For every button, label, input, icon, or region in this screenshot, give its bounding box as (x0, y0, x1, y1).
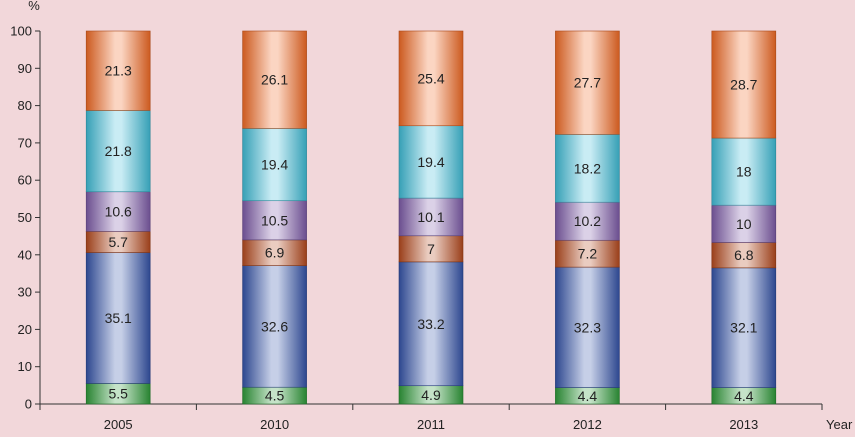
x-tick-label: 2013 (729, 417, 758, 432)
data-label: 32.1 (730, 320, 757, 336)
data-label: 6.8 (734, 247, 754, 263)
data-label: 21.8 (105, 143, 132, 159)
data-label: 7.2 (578, 246, 598, 262)
x-tick-label: 2005 (104, 417, 133, 432)
data-labels: 5.5 35.1 5.7 10.6 21.8 21.3 4.5 32.6 6.9 10.5 19.4… (105, 63, 758, 404)
bar-segment (242, 200, 307, 241)
x-tick-label: 2010 (260, 417, 289, 432)
data-label: 19.4 (417, 154, 444, 170)
data-label: 26.1 (261, 72, 288, 88)
bars (85, 30, 777, 405)
bar-segment (85, 30, 151, 111)
data-label: 18.2 (574, 160, 601, 176)
data-label: 18 (736, 164, 752, 180)
bar-segment (398, 197, 464, 237)
bar-segment (555, 30, 620, 135)
bar-segment (398, 125, 464, 199)
x-tick-label: 2011 (417, 417, 445, 432)
bar-segment (711, 242, 777, 269)
y-tick-label: 60 (18, 173, 32, 188)
data-label: 28.7 (730, 77, 757, 93)
data-label: 10.1 (417, 209, 444, 225)
bar-segment (242, 30, 307, 129)
data-label: 4.4 (578, 388, 598, 404)
y-tick-label: 100 (10, 24, 32, 39)
bar-segment (711, 204, 777, 243)
y-tick-label: 50 (18, 210, 32, 225)
bar-segment (85, 191, 151, 232)
bar-segment (398, 261, 464, 387)
data-label: 5.5 (108, 386, 128, 402)
y-tick-label: 90 (18, 61, 32, 76)
data-label: 25.4 (417, 70, 444, 86)
data-label: 10.2 (574, 213, 601, 229)
data-label: 5.7 (108, 234, 128, 250)
x-axis-label: Year (826, 417, 853, 432)
data-label: 35.1 (105, 310, 132, 326)
bar-segment (85, 110, 151, 193)
y-tick-label: 80 (18, 98, 32, 113)
data-label: 27.7 (574, 75, 601, 91)
y-tick-label: 10 (18, 359, 32, 374)
bar-segment (242, 239, 307, 266)
data-label: 33.2 (417, 316, 444, 332)
x-tick-label: 2012 (573, 417, 602, 432)
bar-segment (555, 266, 620, 388)
data-label: 4.4 (734, 388, 754, 404)
data-label: 19.4 (261, 157, 288, 173)
y-axis-label: % (28, 0, 40, 13)
data-label: 10.5 (261, 212, 288, 228)
y-tick-label: 40 (18, 247, 32, 262)
y-tick-label: 20 (18, 322, 32, 337)
bar-segment (85, 252, 151, 384)
bar-segment (398, 235, 464, 263)
data-label: 4.5 (265, 388, 285, 404)
data-label: 21.3 (105, 63, 132, 79)
data-label: 7 (427, 241, 435, 257)
bar-segment (711, 30, 777, 139)
bar-segment (398, 30, 464, 127)
data-label: 32.6 (261, 318, 288, 334)
y-tick-label: 30 (18, 285, 32, 300)
data-label: 6.9 (265, 245, 285, 261)
y-tick-label: 70 (18, 135, 32, 150)
data-label: 4.9 (421, 387, 441, 403)
y-tick-label: 0 (25, 397, 32, 412)
data-label: 10.6 (105, 204, 132, 220)
data-label: 10 (736, 216, 752, 232)
bar-segment (555, 134, 620, 203)
data-label: 32.3 (574, 319, 601, 335)
bar-segment (555, 239, 620, 268)
